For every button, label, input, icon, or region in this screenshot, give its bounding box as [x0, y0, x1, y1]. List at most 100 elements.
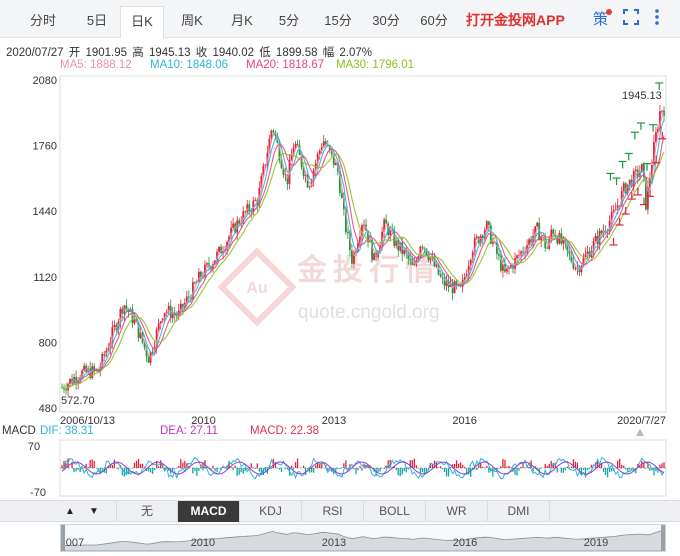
candle-body	[238, 220, 241, 224]
candle-body	[290, 155, 293, 161]
macd-title: MACD	[2, 425, 36, 437]
y-tick-label: 2080	[33, 75, 57, 87]
candle-body	[248, 204, 251, 212]
period-tab-bar: 分时 5日 日K 周K 月K 5分 15分 30分 60分 打开金投网APP 策	[0, 0, 680, 39]
open-value: 1901.95	[85, 47, 128, 59]
candle-body	[193, 282, 196, 284]
candle-body	[349, 232, 351, 251]
tab-daily-k[interactable]: 日K	[120, 6, 164, 39]
macd-ytick-bottom: -70	[30, 487, 46, 499]
candle-body	[445, 281, 448, 286]
ma30-line	[61, 151, 665, 390]
candle-body	[620, 190, 623, 206]
tab-monthly-k[interactable]: 月K	[231, 13, 253, 28]
candle-body	[264, 164, 267, 166]
candle-body	[411, 260, 414, 265]
tab-indicator-kdj[interactable]: KDJ	[240, 501, 302, 522]
candle-body	[187, 296, 190, 298]
candle-body	[103, 354, 106, 356]
fullscreen-icon[interactable]	[623, 9, 639, 29]
x-tick-label: 2013	[322, 415, 346, 427]
candle-body	[83, 365, 86, 371]
candle-body	[534, 226, 537, 236]
candle-body	[119, 308, 122, 322]
navigator-left-handle[interactable]	[61, 525, 65, 551]
candle-body	[280, 160, 283, 169]
tab-5day[interactable]: 5日	[86, 13, 108, 28]
range-value: 2.07%	[339, 47, 373, 59]
candle-body	[286, 174, 289, 184]
tab-15min[interactable]: 15分	[324, 13, 352, 28]
tab-5min[interactable]: 5分	[278, 13, 300, 28]
candle-body	[538, 222, 541, 241]
tab-indicator-boll[interactable]: BOLL	[364, 501, 426, 522]
candle-body	[159, 321, 162, 324]
y-tick-label: 1440	[33, 206, 57, 218]
close-label: 收	[195, 47, 208, 59]
candle-body	[232, 223, 235, 228]
tab-60min[interactable]: 60分	[420, 13, 448, 28]
candle-body	[530, 239, 533, 243]
candle-body	[77, 380, 80, 383]
candle-body	[433, 257, 436, 267]
candle-body	[198, 271, 200, 282]
tab-indicator-rsi[interactable]: RSI	[302, 501, 364, 522]
tab-indicator-macd[interactable]: MACD	[178, 501, 240, 522]
tab-30min[interactable]: 30分	[372, 13, 400, 28]
more-vertical-icon[interactable]	[654, 9, 660, 29]
candle-body	[644, 176, 647, 210]
ma10-label: MA10: 1848.06	[150, 59, 229, 71]
candle-body	[455, 281, 458, 286]
candle-body	[161, 318, 164, 322]
candle-body	[584, 254, 587, 257]
tab-indicator-dmi[interactable]: DMI	[488, 501, 550, 522]
navigator-year-label: 2013	[322, 537, 346, 549]
range-navigator[interactable]: 2007 2010 2013 2016 2019	[60, 524, 666, 552]
tab-indicator-wr[interactable]: WR	[426, 501, 488, 522]
candle-body	[270, 130, 273, 139]
candle-body	[316, 153, 319, 164]
candle-body	[278, 142, 281, 161]
candle-body	[81, 370, 84, 378]
candle-body	[655, 132, 657, 142]
candle-body	[268, 138, 271, 153]
candle-body	[616, 205, 619, 210]
candle-body	[383, 219, 386, 232]
moving-average-lines	[61, 112, 665, 390]
candle-body	[357, 243, 359, 252]
candle-body	[435, 264, 438, 267]
candle-body	[107, 348, 110, 351]
candle-body	[167, 305, 170, 312]
candle-body	[604, 230, 607, 232]
candle-body	[467, 265, 470, 275]
scroll-down-button[interactable]: ▼	[89, 506, 99, 517]
strategy-button[interactable]: 策	[593, 11, 609, 28]
candle-body	[359, 236, 361, 244]
candle-body	[312, 170, 315, 181]
candle-body	[399, 242, 402, 251]
open-app-link[interactable]: 打开金投网APP	[466, 12, 565, 28]
signal-markers	[606, 82, 667, 246]
y-tick-label: 800	[39, 337, 57, 349]
ma20-label: MA20: 1818.67	[246, 59, 325, 71]
navigator-right-handle[interactable]	[661, 525, 665, 551]
tab-indicator-none[interactable]: 无	[116, 501, 178, 522]
candle-body	[485, 221, 488, 231]
range-label: 幅	[322, 47, 335, 59]
tab-weekly-k[interactable]: 周K	[181, 13, 203, 28]
y-tick-label: 480	[39, 403, 57, 415]
candle-body	[522, 251, 524, 253]
candle-body	[338, 171, 341, 194]
candle-body	[65, 389, 67, 391]
candle-body	[113, 324, 116, 328]
candle-body	[475, 236, 478, 238]
tab-intraday[interactable]: 分时	[29, 13, 56, 28]
kline-chart[interactable]: Au 金投行情 quote.cngold.org 2080 1760 1440 112…	[0, 0, 680, 500]
candle-body	[498, 253, 500, 256]
x-tick-label: 2010	[191, 415, 215, 427]
candle-body	[574, 268, 577, 269]
candle-body	[572, 261, 575, 269]
candle-body	[344, 209, 347, 233]
low-label: 低	[259, 47, 271, 59]
scroll-up-button[interactable]: ▲	[65, 506, 75, 517]
